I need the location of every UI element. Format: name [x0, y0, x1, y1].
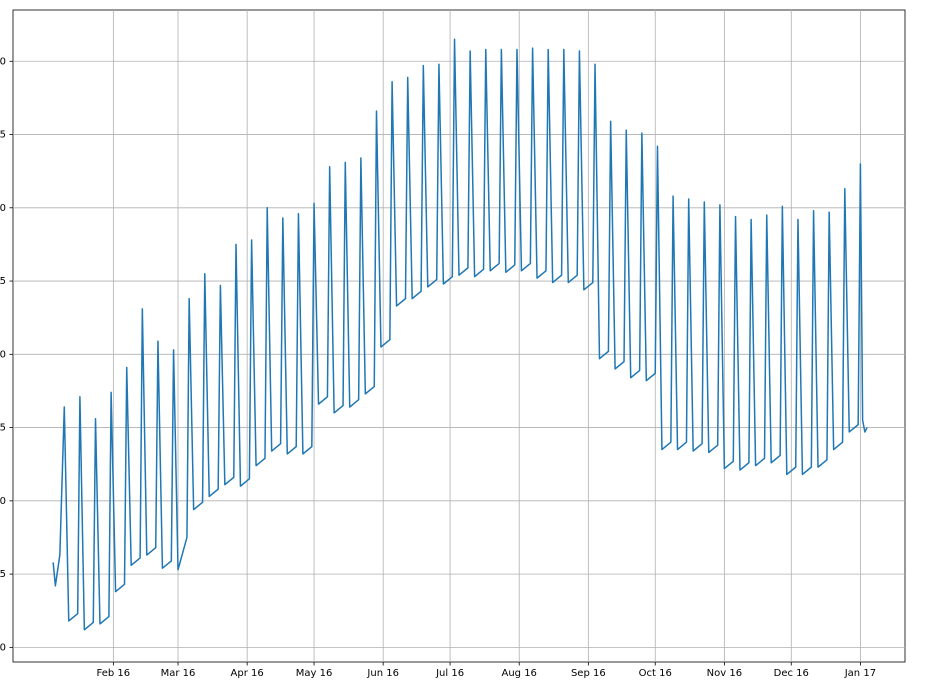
y-tick-label: 0 [0, 496, 6, 507]
grid [9, 10, 905, 666]
x-tick-label: Mar 16 [161, 668, 196, 679]
x-tick-label: Oct 16 [639, 668, 672, 679]
x-tick-label: Jan 17 [844, 668, 876, 679]
y-tick-label: 0 [0, 203, 6, 214]
y-tick-label: 5 [0, 276, 6, 287]
x-tick-label: Feb 16 [97, 668, 131, 679]
y-tick-label: 0 [0, 56, 6, 67]
x-tick-label: Jun 16 [366, 668, 399, 679]
x-tick-label: May 16 [296, 668, 333, 679]
plot-frame [12, 9, 906, 663]
x-tick-label: Jul 16 [435, 668, 464, 679]
x-tick-label: Apr 16 [231, 668, 264, 679]
y-tick-label: 5 [0, 569, 6, 580]
x-tick-label: Sep 16 [571, 668, 606, 679]
y-tick-label: 5 [0, 130, 6, 141]
y-tick-label: 0 [0, 349, 6, 360]
x-tick-label: Dec 16 [774, 668, 809, 679]
x-tick-label: Aug 16 [501, 668, 536, 679]
y-tick-label: 0 [0, 642, 6, 653]
x-tick-label: Nov 16 [707, 668, 742, 679]
marks [52, 38, 868, 631]
data-line [52, 38, 868, 631]
y-tick-label: 5 [0, 423, 6, 434]
